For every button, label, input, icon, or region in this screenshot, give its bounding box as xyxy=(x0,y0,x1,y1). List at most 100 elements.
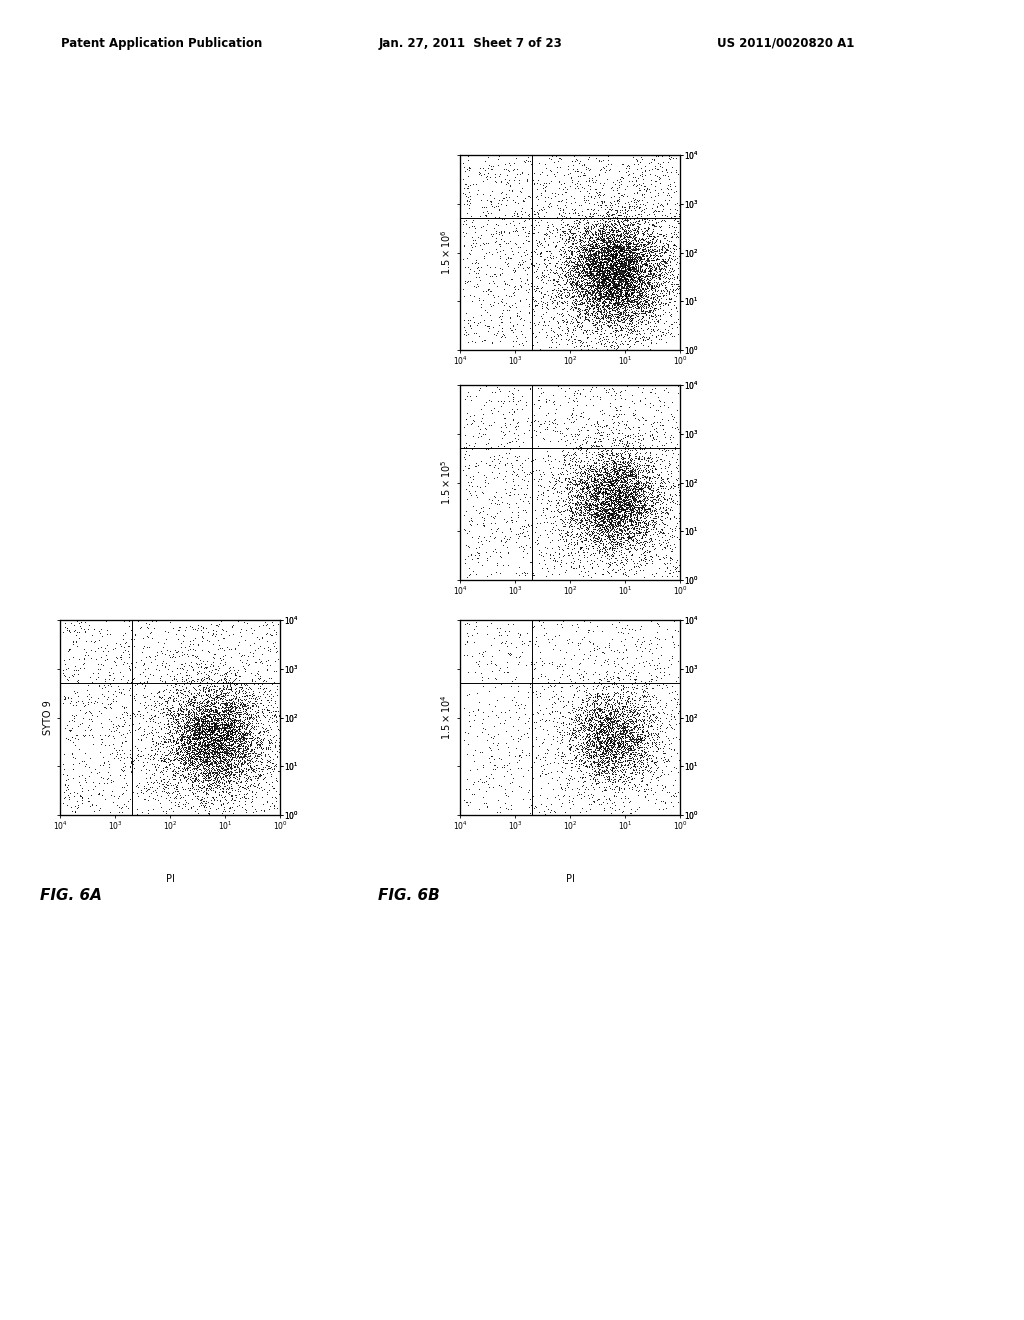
Point xyxy=(132,693,148,714)
Point xyxy=(664,540,680,561)
Point xyxy=(622,705,638,726)
Point xyxy=(643,149,659,170)
Point xyxy=(602,264,618,285)
Point xyxy=(263,756,280,777)
Point xyxy=(631,271,647,292)
Point xyxy=(573,693,590,714)
Point xyxy=(226,664,243,685)
Point xyxy=(660,174,677,195)
Point xyxy=(188,723,205,744)
Point xyxy=(517,210,534,231)
Point xyxy=(633,477,649,498)
Point xyxy=(610,420,627,441)
Point xyxy=(574,675,591,696)
Point xyxy=(583,543,599,564)
Point xyxy=(608,461,625,482)
Point xyxy=(601,775,617,796)
Point xyxy=(618,519,635,540)
Point xyxy=(597,487,613,508)
Point xyxy=(602,471,618,492)
Point xyxy=(500,661,516,682)
Point xyxy=(590,219,606,240)
Point xyxy=(232,704,249,725)
Point xyxy=(609,512,626,533)
Point xyxy=(224,734,241,755)
Point xyxy=(631,236,647,257)
Point xyxy=(219,743,236,764)
Point xyxy=(586,297,602,318)
Point xyxy=(670,277,686,298)
Point xyxy=(625,243,641,264)
Point xyxy=(85,672,101,693)
Point xyxy=(587,483,603,504)
Point xyxy=(622,503,638,524)
Point xyxy=(571,251,588,272)
Point xyxy=(601,264,617,285)
Point xyxy=(626,292,642,313)
Point xyxy=(641,223,657,244)
Point xyxy=(639,220,655,242)
Point xyxy=(601,469,617,490)
Point xyxy=(586,697,602,718)
Point xyxy=(599,462,615,483)
Point xyxy=(489,618,506,639)
Point xyxy=(606,186,623,207)
Point xyxy=(264,701,281,722)
Point xyxy=(263,759,280,780)
Point xyxy=(665,565,681,586)
Point xyxy=(503,285,519,306)
Point xyxy=(557,176,573,197)
Point xyxy=(574,747,591,768)
Point xyxy=(206,770,222,791)
Point xyxy=(615,738,632,759)
Point xyxy=(557,477,573,498)
Point xyxy=(585,742,601,763)
Point xyxy=(593,263,609,284)
Point xyxy=(584,492,600,513)
Point xyxy=(207,714,223,735)
Point xyxy=(652,500,669,521)
Point xyxy=(527,294,544,315)
Point xyxy=(239,704,255,725)
Point xyxy=(567,261,584,282)
Point xyxy=(534,161,550,182)
Point xyxy=(599,272,615,293)
Point xyxy=(567,277,584,298)
Point xyxy=(603,432,620,453)
Point xyxy=(570,482,587,503)
Point xyxy=(634,483,650,504)
Point xyxy=(638,458,654,479)
Point xyxy=(205,726,221,747)
Point xyxy=(611,301,628,322)
Point xyxy=(179,714,196,735)
Point xyxy=(622,492,638,513)
Point xyxy=(607,751,624,772)
Point xyxy=(556,425,572,446)
Point xyxy=(217,700,233,721)
Point xyxy=(610,487,627,508)
Point xyxy=(615,231,632,252)
Point xyxy=(617,285,634,306)
Point xyxy=(211,697,227,718)
Point xyxy=(138,771,155,792)
Point xyxy=(593,730,609,751)
Point xyxy=(672,282,688,304)
Point xyxy=(258,750,274,771)
Point xyxy=(629,499,645,520)
Point xyxy=(167,763,183,784)
Point xyxy=(581,535,597,556)
Point xyxy=(631,231,647,252)
Point xyxy=(572,276,589,297)
Point xyxy=(598,516,614,537)
Point xyxy=(215,744,231,766)
Point xyxy=(568,210,585,231)
Point xyxy=(225,750,242,771)
Point xyxy=(198,779,214,800)
Point xyxy=(636,268,652,289)
Point xyxy=(638,326,654,347)
Point xyxy=(615,226,632,247)
Point xyxy=(572,478,589,499)
Point xyxy=(578,282,594,304)
Point xyxy=(498,721,514,742)
Point xyxy=(578,680,594,701)
